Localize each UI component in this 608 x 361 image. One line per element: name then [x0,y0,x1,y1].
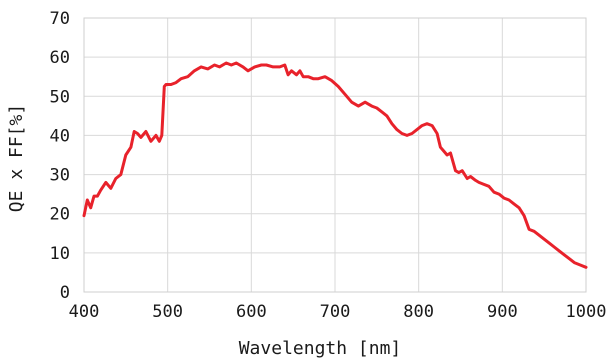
y-tick-label: 30 [50,166,70,186]
y-tick-label: 70 [50,9,70,29]
x-tick-label: 500 [152,302,183,322]
x-tick-labels: 400 500 600 700 800 900 1000 [69,302,607,322]
x-tick-label: 400 [69,302,100,322]
x-tick-label: 600 [236,302,267,322]
x-tick-label: 700 [320,302,351,322]
x-tick-label: 800 [403,302,434,322]
y-axis-title: QE x FF[%] [6,104,27,212]
grid-layer [83,17,587,293]
series-layer [82,61,588,269]
y-tick-label: 40 [50,126,70,146]
x-tick-label: 900 [487,302,518,322]
y-tick-label: 60 [50,48,70,68]
y-tick-label: 10 [50,244,70,264]
y-tick-label: 20 [50,205,70,225]
x-tick-label: 1000 [566,302,607,322]
y-tick-label: 50 [50,87,70,107]
plot-frame [83,17,587,293]
y-tick-labels: 0 10 20 30 40 50 60 70 [50,9,70,303]
series-line-0 [82,61,588,269]
x-axis-title: Wavelength [nm] [239,338,402,359]
y-tick-label: 0 [60,283,70,303]
